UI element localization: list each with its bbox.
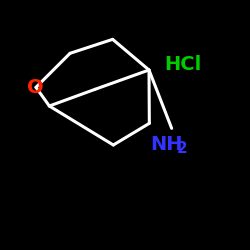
Text: 2: 2 — [176, 141, 187, 156]
Text: HCl: HCl — [164, 56, 201, 74]
Text: O: O — [27, 78, 43, 97]
Text: NH: NH — [150, 135, 183, 154]
